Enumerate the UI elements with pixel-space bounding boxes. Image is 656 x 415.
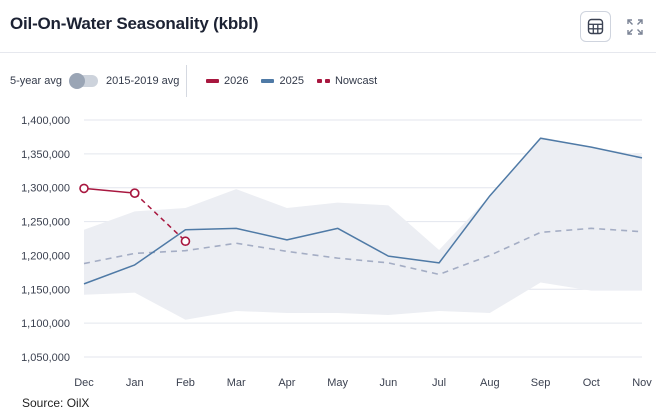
legend-label-2026: 2026 (224, 75, 249, 87)
series-line-2026 (83, 187, 135, 194)
x-tick-label: Sep (531, 377, 551, 389)
series-line-2025 (83, 137, 643, 285)
legend-divider (186, 65, 187, 97)
y-tick-label: 1,100,000 (21, 318, 70, 330)
y-tick-label: 1,150,000 (21, 284, 70, 296)
x-tick-label: Mar (227, 377, 246, 389)
avg-toggle-group: 5-year avg 2015-2019 avg (10, 73, 179, 89)
legend-label-nowcast: Nowcast (334, 75, 378, 87)
x-tick-label: Oct (583, 377, 600, 389)
y-tick-label: 1,400,000 (21, 115, 70, 127)
x-tick-label: May (327, 377, 348, 389)
header-divider (0, 52, 656, 53)
legend-item-nowcast[interactable]: Nowcast (316, 75, 378, 87)
legend-swatch-2026 (206, 79, 219, 83)
table-view-button[interactable] (580, 11, 611, 42)
seasonality-chart: 1,050,000 1,100,000 1,150,000 1,200,000 1,25… (21, 115, 652, 389)
y-tick-label: 1,300,000 (21, 183, 70, 195)
y-tick-label: 1,200,000 (21, 250, 70, 262)
y-tick-label: 1,250,000 (21, 217, 70, 229)
avg-toggle-switch[interactable] (68, 73, 98, 89)
x-tick-label: Jun (379, 377, 397, 389)
page-title: Oil-On-Water Seasonality (kbbl) (10, 14, 259, 33)
x-tick-label: Jul (432, 377, 446, 389)
y-tick-label: 1,050,000 (21, 352, 70, 364)
legend-item-2026[interactable]: 2026 (206, 75, 248, 87)
x-tick-label: Feb (176, 377, 195, 389)
chart-legend: 2026 2025 Nowcast (206, 73, 390, 89)
legend-swatch-nowcast (316, 79, 330, 83)
toggle-label-2015-2019: 2015-2019 avg (105, 75, 180, 87)
table-icon (587, 18, 604, 35)
point-nowcast (129, 188, 140, 198)
series-line-5-year-avg (83, 227, 643, 276)
point-2026 (79, 183, 89, 194)
expand-icon (627, 19, 643, 35)
expand-button[interactable] (625, 17, 645, 37)
legend-swatch-2025 (261, 79, 275, 83)
legend-label-2025: 2025 (279, 75, 304, 87)
x-tick-label: Dec (74, 377, 94, 389)
x-tick-label: Apr (278, 377, 295, 389)
series-line-nowcast (134, 192, 186, 242)
toggle-knob (68, 73, 85, 89)
source-note: Source: OilX (22, 396, 90, 410)
x-tick-label: Aug (480, 377, 500, 389)
x-tick-label: Jan (126, 377, 144, 389)
legend-item-2025[interactable]: 2025 (261, 75, 304, 87)
toggle-label-5yr: 5-year avg (10, 75, 62, 87)
x-tick-label: Nov (632, 377, 652, 389)
point-nowcast (180, 236, 191, 247)
range-band (84, 136, 642, 320)
y-tick-label: 1,350,000 (21, 149, 70, 161)
